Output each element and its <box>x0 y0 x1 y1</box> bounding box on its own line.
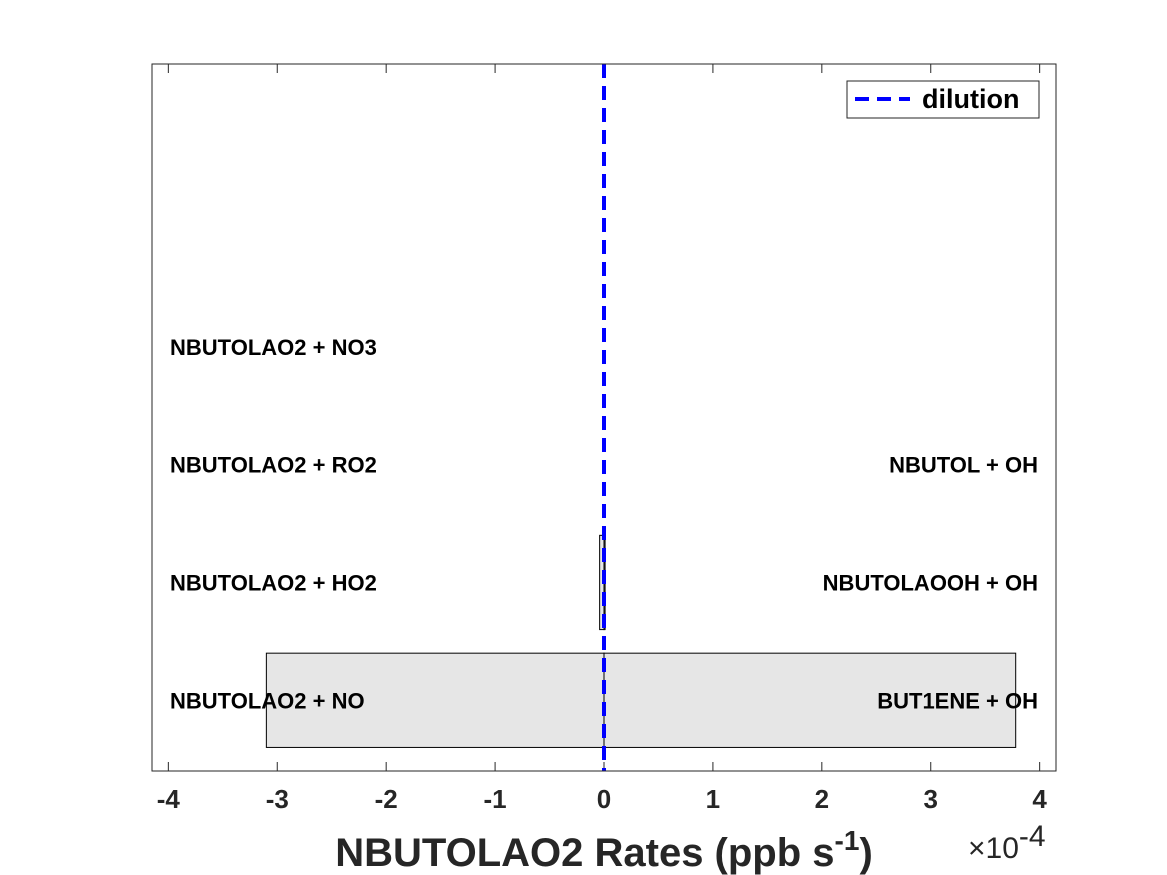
production-reaction-label-3: NBUTOL + OH <box>889 453 1038 478</box>
x-axis-multiplier-exponent: -4 <box>1019 820 1046 853</box>
x-axis-label: NBUTOLAO2 Rates (ppb s-1) <box>335 825 873 875</box>
reaction-labels-layer: NBUTOLAO2 + NO BUT1ENE + OH NBUTOLAO2 + HO… <box>170 335 1038 714</box>
production-reaction-label-2: NBUTOLAOOH + OH <box>823 570 1038 595</box>
loss-bar-1 <box>265 652 605 748</box>
x-tick-label: -4 <box>157 784 181 814</box>
x-axis-label-close: ) <box>859 831 872 875</box>
x-tick-label: -1 <box>484 784 507 814</box>
production-reaction-label-1: BUT1ENE + OH <box>877 688 1038 713</box>
tick-labels-layer: -4 -3 -2 -1 0 1 2 3 4 <box>157 784 1048 814</box>
bars-layer <box>265 534 1017 748</box>
x-tick-label: -2 <box>375 784 398 814</box>
x-axis-multiplier: ×10-4 <box>968 820 1046 865</box>
x-tick-label: 1 <box>706 784 720 814</box>
loss-reaction-label-4: NBUTOLAO2 + NO3 <box>170 335 377 360</box>
legend: dilution <box>846 80 1040 119</box>
x-tick-label: 0 <box>597 784 611 814</box>
x-tick-label: -3 <box>266 784 289 814</box>
production-bar-1 <box>603 652 1017 748</box>
x-axis-label-superscript: -1 <box>835 825 860 856</box>
x-tick-label: 4 <box>1032 784 1047 814</box>
plot-frame <box>151 63 1057 772</box>
x-tick-label: 2 <box>815 784 829 814</box>
loss-reaction-label-3: NBUTOLAO2 + RO2 <box>170 453 377 478</box>
legend-dilution-label: dilution <box>922 84 1019 114</box>
loss-reaction-label-2: NBUTOLAO2 + HO2 <box>170 570 377 595</box>
x-tick-label: 3 <box>924 784 938 814</box>
loss-reaction-label-1: NBUTOLAO2 + NO <box>170 688 365 713</box>
